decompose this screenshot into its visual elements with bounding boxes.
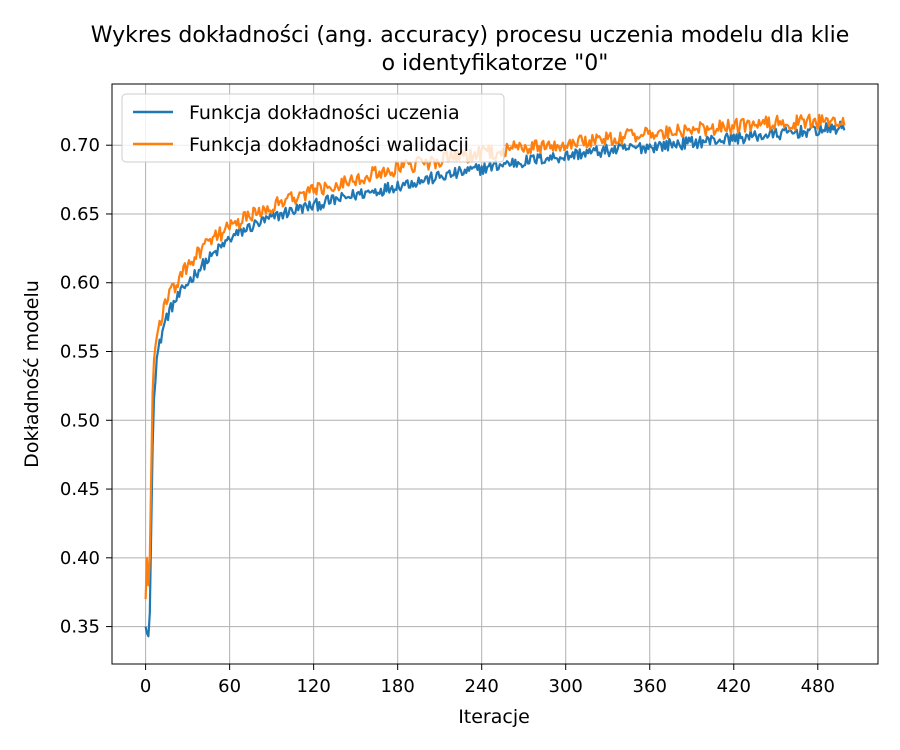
x-tick-label: 240 (465, 676, 499, 697)
chart-title-line2: o identyfikatorze "0" (382, 51, 609, 76)
legend-label-validation: Funkcja dokładności walidacji (189, 134, 469, 156)
x-tick-label: 480 (801, 676, 835, 697)
y-tick-label: 0.40 (60, 548, 100, 569)
plot-area (112, 84, 878, 664)
legend-label-training: Funkcja dokładności uczenia (189, 102, 460, 124)
x-axis-label: Iteracje (458, 706, 530, 728)
x-tick-label: 120 (296, 676, 330, 697)
grid (112, 84, 878, 664)
axis-ticks: 0 60 120 180 240 300 360 420 480 0.35 0.40 0.45 0.50… (60, 135, 835, 697)
y-tick-label: 0.65 (60, 204, 100, 225)
x-tick-label: 360 (633, 676, 667, 697)
x-tick-label: 0 (140, 676, 151, 697)
x-tick-label: 60 (218, 676, 241, 697)
legend: Funkcja dokładności uczenia Funkcja dokł… (121, 93, 505, 163)
plot-frame (111, 83, 879, 665)
y-tick-label: 0.50 (60, 410, 100, 431)
y-axis-label: Dokładność modelu (21, 280, 43, 468)
chart-title-line1: Wykres dokładności (ang. accuracy) proce… (91, 23, 850, 48)
x-tick-label: 180 (380, 676, 414, 697)
x-tick-label: 300 (549, 676, 583, 697)
legend-box (121, 93, 505, 163)
y-tick-label: 0.35 (60, 617, 100, 638)
y-tick-label: 0.60 (60, 273, 100, 294)
y-tick-label: 0.70 (60, 135, 100, 156)
y-tick-label: 0.45 (60, 479, 100, 500)
x-tick-label: 420 (717, 676, 751, 697)
y-tick-label: 0.55 (60, 342, 100, 363)
